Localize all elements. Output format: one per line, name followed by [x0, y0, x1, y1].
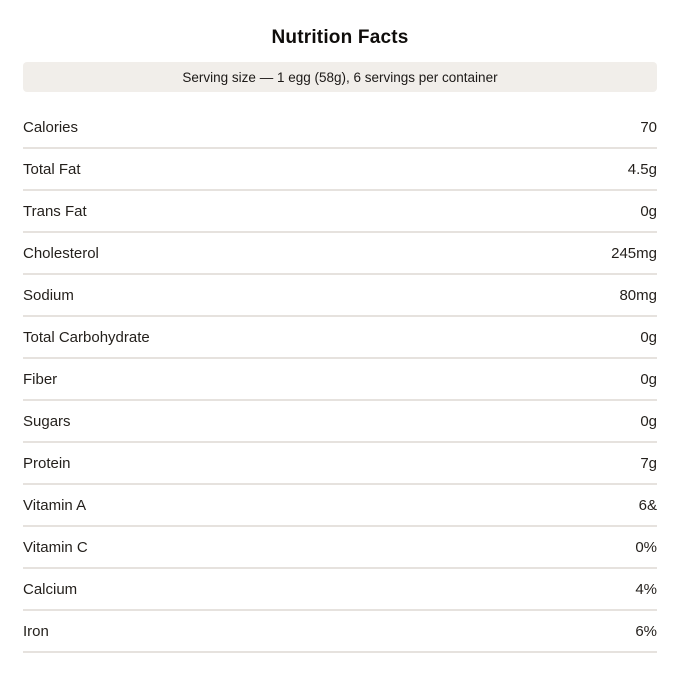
nutrient-label: Iron [23, 622, 49, 640]
nutrient-value: 0% [635, 538, 657, 556]
nutrient-label: Vitamin A [23, 496, 87, 514]
nutrient-value: 4% [635, 580, 657, 598]
nutrient-value: 7g [640, 454, 657, 472]
nutrient-value: 70 [640, 118, 657, 136]
nutrient-value: 80mg [619, 286, 657, 304]
nutrition-facts-panel: Nutrition Facts Serving size — 1 egg (58… [23, 27, 657, 653]
table-row-vitamin-c: Vitamin C 0% [23, 527, 657, 569]
nutrient-label: Calories [23, 118, 79, 136]
nutrient-value: 0g [640, 328, 657, 346]
table-row-calories: Calories 70 [23, 107, 657, 149]
nutrient-label: Cholesterol [23, 244, 99, 262]
table-row-cholesterol: Cholesterol 245mg [23, 233, 657, 275]
page-title: Nutrition Facts [271, 27, 409, 48]
serving-size-banner: Serving size — 1 egg (58g), 6 servings p… [23, 62, 657, 92]
nutrient-value: 6& [638, 496, 657, 514]
nutrient-label: Sodium [23, 286, 74, 304]
nutrient-value: 245mg [611, 244, 657, 262]
table-row-vitamin-a: Vitamin A 6& [23, 485, 657, 527]
table-row-total-carbohydrate: Total Carbohydrate 0g [23, 317, 657, 359]
nutrient-label: Trans Fat [23, 202, 87, 220]
nutrient-value: 6% [635, 622, 657, 640]
nutrient-value: 0g [640, 370, 657, 388]
nutrient-label: Fiber [23, 370, 58, 388]
table-row-total-fat: Total Fat 4.5g [23, 149, 657, 191]
table-row-sugars: Sugars 0g [23, 401, 657, 443]
nutrient-label: Calcium [23, 580, 78, 598]
nutrient-value: 0g [640, 412, 657, 430]
nutrient-label: Sugars [23, 412, 71, 430]
nutrient-label: Vitamin C [23, 538, 88, 556]
table-row-fiber: Fiber 0g [23, 359, 657, 401]
nutrient-value: 4.5g [627, 160, 657, 178]
nutrition-table: Calories 70 Total Fat 4.5g Trans Fat 0g … [23, 107, 657, 653]
table-row-calcium: Calcium 4% [23, 569, 657, 611]
table-row-trans-fat: Trans Fat 0g [23, 191, 657, 233]
nutrient-label: Protein [23, 454, 71, 472]
table-row-protein: Protein 7g [23, 443, 657, 485]
table-row-iron: Iron 6% [23, 611, 657, 653]
table-row-sodium: Sodium 80mg [23, 275, 657, 317]
nutrient-label: Total Fat [23, 160, 81, 178]
serving-size-text: Serving size — 1 egg (58g), 6 servings p… [182, 69, 498, 85]
nutrient-value: 0g [640, 202, 657, 220]
nutrient-label: Total Carbohydrate [23, 328, 150, 346]
